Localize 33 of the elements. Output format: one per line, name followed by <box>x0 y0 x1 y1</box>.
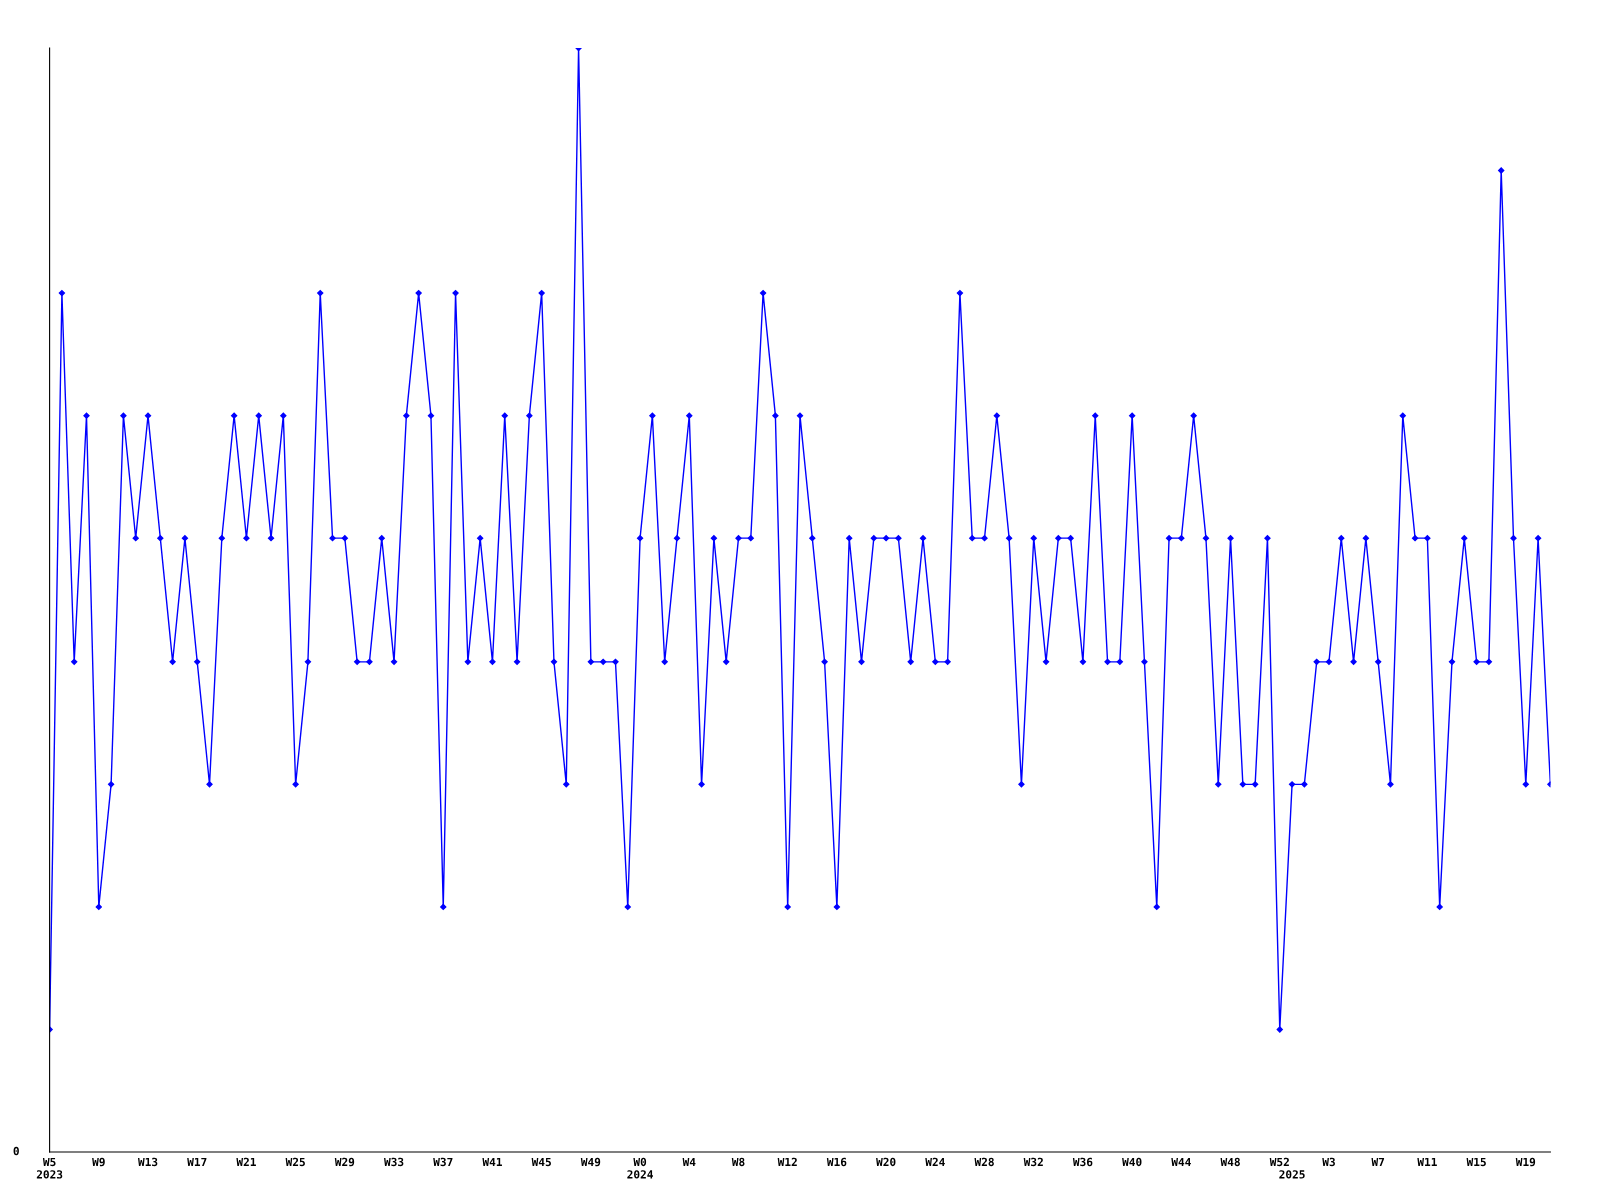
x-tick-label: W17 <box>187 1157 207 1166</box>
x-tick-label: W29 <box>334 1157 355 1167</box>
x-tick-label: W0 2024 <box>627 1157 653 1179</box>
x-tick-label: W9 <box>92 1157 105 1167</box>
x-tick-label: W7 <box>1371 1157 1385 1166</box>
x-tick-label: W44 <box>1171 1157 1191 1166</box>
x-tick-label: W15 <box>1466 1157 1486 1167</box>
x-tick-label: W37 <box>433 1157 453 1167</box>
x-tick-label: W41 <box>482 1157 502 1166</box>
x-tick-label: W48 <box>1220 1157 1240 1167</box>
x-tick-label: W33 <box>384 1157 404 1167</box>
x-tick-label: W25 <box>285 1157 305 1167</box>
x-tick-label: W28 <box>974 1157 994 1167</box>
x-tick-label: W24 <box>925 1157 945 1166</box>
x-tick-label: W8 <box>731 1157 745 1167</box>
x-tick-label: W12 <box>777 1157 797 1166</box>
x-tick-label: W40 <box>1122 1157 1142 1167</box>
x-tick-label: W16 <box>826 1157 847 1167</box>
x-tick-label: W49 <box>580 1157 601 1167</box>
x-tick-label: W21 <box>236 1157 256 1166</box>
x-tick-label: 2025 <box>1279 1170 1305 1179</box>
x-tick-label: W19 <box>1515 1157 1536 1167</box>
x-tick-label: W4 <box>682 1157 696 1166</box>
x-tick-label: W45 <box>531 1157 551 1167</box>
text: 0 <box>13 1146 19 1156</box>
x-tick-label: W5 2023 <box>36 1157 63 1179</box>
x-tick-label: W20 <box>876 1157 896 1167</box>
x-tick-label: W3 <box>1322 1157 1335 1167</box>
x-tick-label: W52 <box>1269 1157 1289 1167</box>
x-tick-label: W13 <box>137 1157 158 1167</box>
x-tick-label: W32 <box>1023 1157 1043 1167</box>
x-tick-label: W36 <box>1072 1157 1093 1167</box>
x-tick-label: W11 <box>1417 1157 1437 1166</box>
